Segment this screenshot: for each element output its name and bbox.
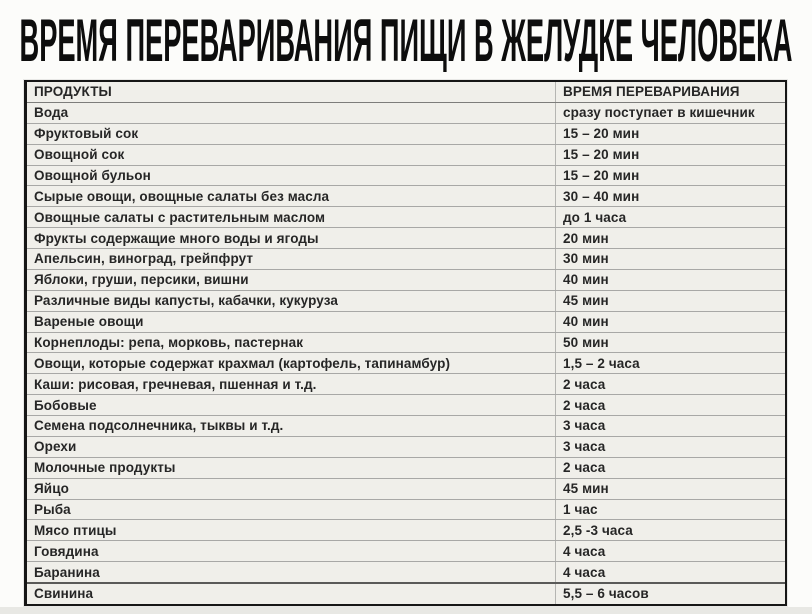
product-cell: Баранина (27, 562, 556, 582)
table-row: Орехи 3 часа (27, 435, 785, 457)
product-cell: Различные виды капусты, кабачки, кукуруз… (27, 290, 556, 311)
time-cell: 20 мин (563, 230, 609, 246)
table-row: Корнеплоды: репа, морковь, пастернак 50 м… (27, 331, 785, 353)
table-row: Сырые овощи, овощные салаты без масла 30 … (27, 185, 785, 207)
product-cell: Мясо птицы (27, 520, 556, 541)
product-cell: Рыба (27, 499, 556, 520)
table-row: Семена подсолнечника, тыквы и т.д. 3 часа (27, 415, 785, 436)
time-cell: 2,5 -3 часа (563, 522, 633, 538)
product-cell: Овощные салаты с растительным маслом (27, 207, 556, 228)
table-row: Яйцо 45 мин (27, 477, 785, 499)
product-cell: Орехи (27, 436, 556, 457)
product-cell: Молочные продукты (27, 457, 556, 478)
table-row: Фруктовый сок 15 – 20 мин (27, 122, 785, 144)
time-cell: 4 часа (563, 564, 606, 580)
product-cell: Свинина (27, 584, 556, 604)
time-cell: до 1 часа (563, 209, 627, 225)
time-cell: 3 часа (563, 439, 606, 455)
time-cell: 4 часа (563, 543, 606, 559)
time-cell: 45 мин (563, 293, 609, 309)
time-cell: 30 – 40 мин (563, 188, 640, 204)
product-cell: Овощной бульон (27, 165, 556, 186)
time-cell: 2 часа (563, 376, 606, 392)
table-row: Овощной бульон 15 – 20 мин (27, 164, 785, 186)
product-cell: Яблоки, груши, персики, вишни (27, 269, 556, 290)
time-cell: 40 мин (563, 272, 609, 288)
time-cell: 1,5 – 2 часа (563, 355, 640, 371)
table-row: Различные виды капусты, кабачки, кукуруз… (27, 289, 785, 311)
product-cell: Яйцо (27, 478, 556, 499)
time-cell: 45 мин (563, 481, 609, 497)
time-cell: 3 часа (563, 418, 606, 434)
table-row: Молочные продукты 2 часа (27, 456, 785, 478)
products-column-header: ПРОДУКТЫ (27, 82, 556, 102)
table-row: Каши: рисовая, гречневая, пшенная и т.д.… (27, 373, 785, 395)
product-cell: Говядина (27, 541, 556, 562)
time-cell: 40 мин (563, 314, 609, 330)
time-cell: 1 час (563, 501, 598, 517)
product-cell: Сырые овощи, овощные салаты без масла (27, 186, 556, 207)
table-header-row: ПРОДУКТЫ ВРЕМЯ ПЕРЕВАРИВАНИЯ (27, 82, 785, 102)
product-cell: Корнеплоды: репа, морковь, пастернак (27, 332, 556, 353)
time-cell: 15 – 20 мин (563, 147, 640, 163)
table-row: Яблоки, груши, персики, вишни 40 мин (27, 268, 785, 290)
poster-title-banner: ВРЕМЯ ПЕРЕВАРИВАНИЯ ПИЩИ В ЖЕЛУДКЕ ЧЕЛОВ… (20, 7, 793, 72)
time-cell: 2 часа (563, 397, 606, 413)
page-title: ВРЕМЯ ПЕРЕВАРИВАНИЯ ПИЩИ В ЖЕЛУДКЕ ЧЕЛОВ… (20, 7, 793, 72)
table-row: Овощные салаты с растительным маслом до 1… (27, 206, 785, 228)
time-cell: 30 мин (563, 251, 609, 267)
table-row: Говядина 4 часа (27, 540, 785, 562)
table-row: Рыба 1 час (27, 498, 785, 520)
bottom-strip (0, 607, 812, 614)
table-row: Фрукты содержащие много воды и ягоды 20 м… (27, 227, 785, 248)
product-cell: Овощи, которые содержат крахмал (картофе… (27, 353, 556, 374)
table-row: Апельсин, виноград, грейпфрут 30 мин (27, 248, 785, 269)
table-row: Мясо птицы 2,5 -3 часа (27, 519, 785, 541)
table-row: Вареные овощи 40 мин (27, 310, 785, 332)
product-cell: Апельсин, виноград, грейпфрут (27, 249, 556, 269)
table-row: Вода сразу поступает в кишечник (27, 101, 785, 123)
table-row: Овощной сок 15 – 20 мин (27, 143, 785, 165)
time-cell: 15 – 20 мин (563, 167, 640, 183)
time-cell: 2 часа (563, 460, 606, 476)
product-cell: Семена подсолнечника, тыквы и т.д. (27, 416, 556, 436)
table-row: Бобовые 2 часа (27, 394, 785, 415)
table-row: Свинина 5,5 – 6 часов (27, 582, 785, 604)
product-cell: Вареные овощи (27, 311, 556, 332)
time-cell: 15 – 20 мин (563, 126, 640, 142)
product-cell: Вода (27, 102, 556, 123)
product-cell: Фрукты содержащие много воды и ягоды (27, 228, 556, 248)
time-cell: 50 мин (563, 334, 609, 350)
digestion-time-column-header: ВРЕМЯ ПЕРЕВАРИВАНИЯ (563, 84, 740, 100)
table-row: Овощи, которые содержат крахмал (картофе… (27, 352, 785, 374)
product-cell: Фруктовый сок (27, 123, 556, 144)
product-cell: Овощной сок (27, 144, 556, 165)
product-cell: Каши: рисовая, гречневая, пшенная и т.д. (27, 374, 556, 395)
table-row: Баранина 4 часа (27, 561, 785, 582)
digestion-table: ПРОДУКТЫ ВРЕМЯ ПЕРЕВАРИВАНИЯ Вода сразу п… (24, 80, 787, 606)
product-cell: Бобовые (27, 395, 556, 415)
time-cell: сразу поступает в кишечник (563, 105, 755, 121)
time-cell: 5,5 – 6 часов (563, 586, 649, 602)
